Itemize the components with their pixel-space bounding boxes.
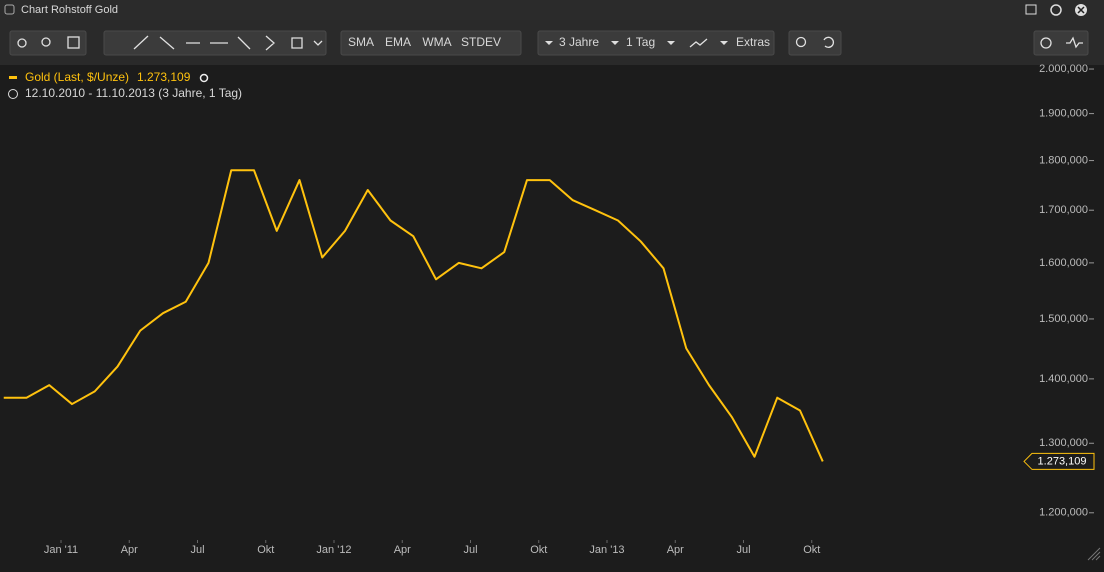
y-tick-label: 1.700,000 <box>1039 204 1088 216</box>
price-line <box>3 169 824 462</box>
y-tick-label: 1.600,000 <box>1039 257 1088 269</box>
x-tick-label: Jul <box>190 544 204 556</box>
x-tick-label: Apr <box>121 544 138 556</box>
x-tick-label: Jul <box>463 544 477 556</box>
clock-icon <box>8 89 18 99</box>
x-tick-label: Okt <box>803 544 820 556</box>
y-tick-label: 1.200,000 <box>1039 507 1088 519</box>
extras-button[interactable]: Extras <box>736 35 770 49</box>
popout-button[interactable] <box>1025 4 1037 15</box>
sma-button[interactable]: SMA <box>348 35 374 49</box>
y-tick-label: 1.400,000 <box>1039 373 1088 385</box>
settings-button[interactable] <box>1050 4 1062 16</box>
compare-icon <box>1040 37 1052 49</box>
stdev-button[interactable]: STDEV <box>461 35 501 49</box>
ema-button[interactable]: EMA <box>385 35 411 49</box>
legend-last-value: 1.273,109 <box>137 70 191 84</box>
y-tick-label: 1.800,000 <box>1039 154 1088 166</box>
y-tick-label: 1.500,000 <box>1039 313 1088 325</box>
indicator-group[interactable] <box>340 30 522 56</box>
layout-icon <box>67 36 80 49</box>
legend-toggle[interactable] <box>199 73 209 83</box>
undo-icon <box>823 36 834 48</box>
extra-group[interactable] <box>1033 30 1089 56</box>
x-tick-label: Jan '11 <box>44 544 78 556</box>
x-tick-label: Okt <box>257 544 274 556</box>
legend-swatch <box>9 76 17 79</box>
window-title: Chart Rohstoff Gold <box>21 4 118 16</box>
y-tick-label: 1.900,000 <box>1039 108 1088 120</box>
window-icon <box>4 4 15 15</box>
search-icon <box>41 37 51 47</box>
x-tick-label: Okt <box>530 544 547 556</box>
interval-button[interactable]: 1 Tag <box>626 35 655 49</box>
y-tick-label: 1.300,000 <box>1039 437 1088 449</box>
x-tick-label: Jan '13 <box>589 544 624 556</box>
x-tick-label: Apr <box>394 544 411 556</box>
title-bar <box>0 0 1104 20</box>
chart-type-icon <box>689 38 708 48</box>
x-tick-label: Jan '12 <box>316 544 351 556</box>
last-value-label: 1.273,109 <box>1038 455 1087 467</box>
y-tick-label: 2.000,000 <box>1039 63 1088 75</box>
range-label: 12.10.2010 - 11.10.2013 (3 Jahre, 1 Tag) <box>25 86 242 100</box>
tool-buttons <box>9 30 1089 56</box>
close-button[interactable] <box>1075 4 1087 16</box>
resize-grip <box>1087 547 1101 561</box>
x-tick-label: Apr <box>667 544 684 556</box>
wma-button[interactable]: WMA <box>422 35 451 49</box>
view-group[interactable] <box>9 30 87 56</box>
pulse-icon <box>1066 36 1083 49</box>
zoom-icon <box>795 36 807 48</box>
period-group[interactable] <box>537 30 775 56</box>
settings-icon <box>17 38 27 48</box>
last-value-marker <box>1023 452 1095 470</box>
chart-area <box>0 65 1104 572</box>
draw-icons <box>133 35 323 51</box>
period-button[interactable]: 3 Jahre <box>559 35 599 49</box>
legend-label: Gold (Last, $/Unze) <box>25 70 129 84</box>
x-tick-label: Jul <box>736 544 750 556</box>
